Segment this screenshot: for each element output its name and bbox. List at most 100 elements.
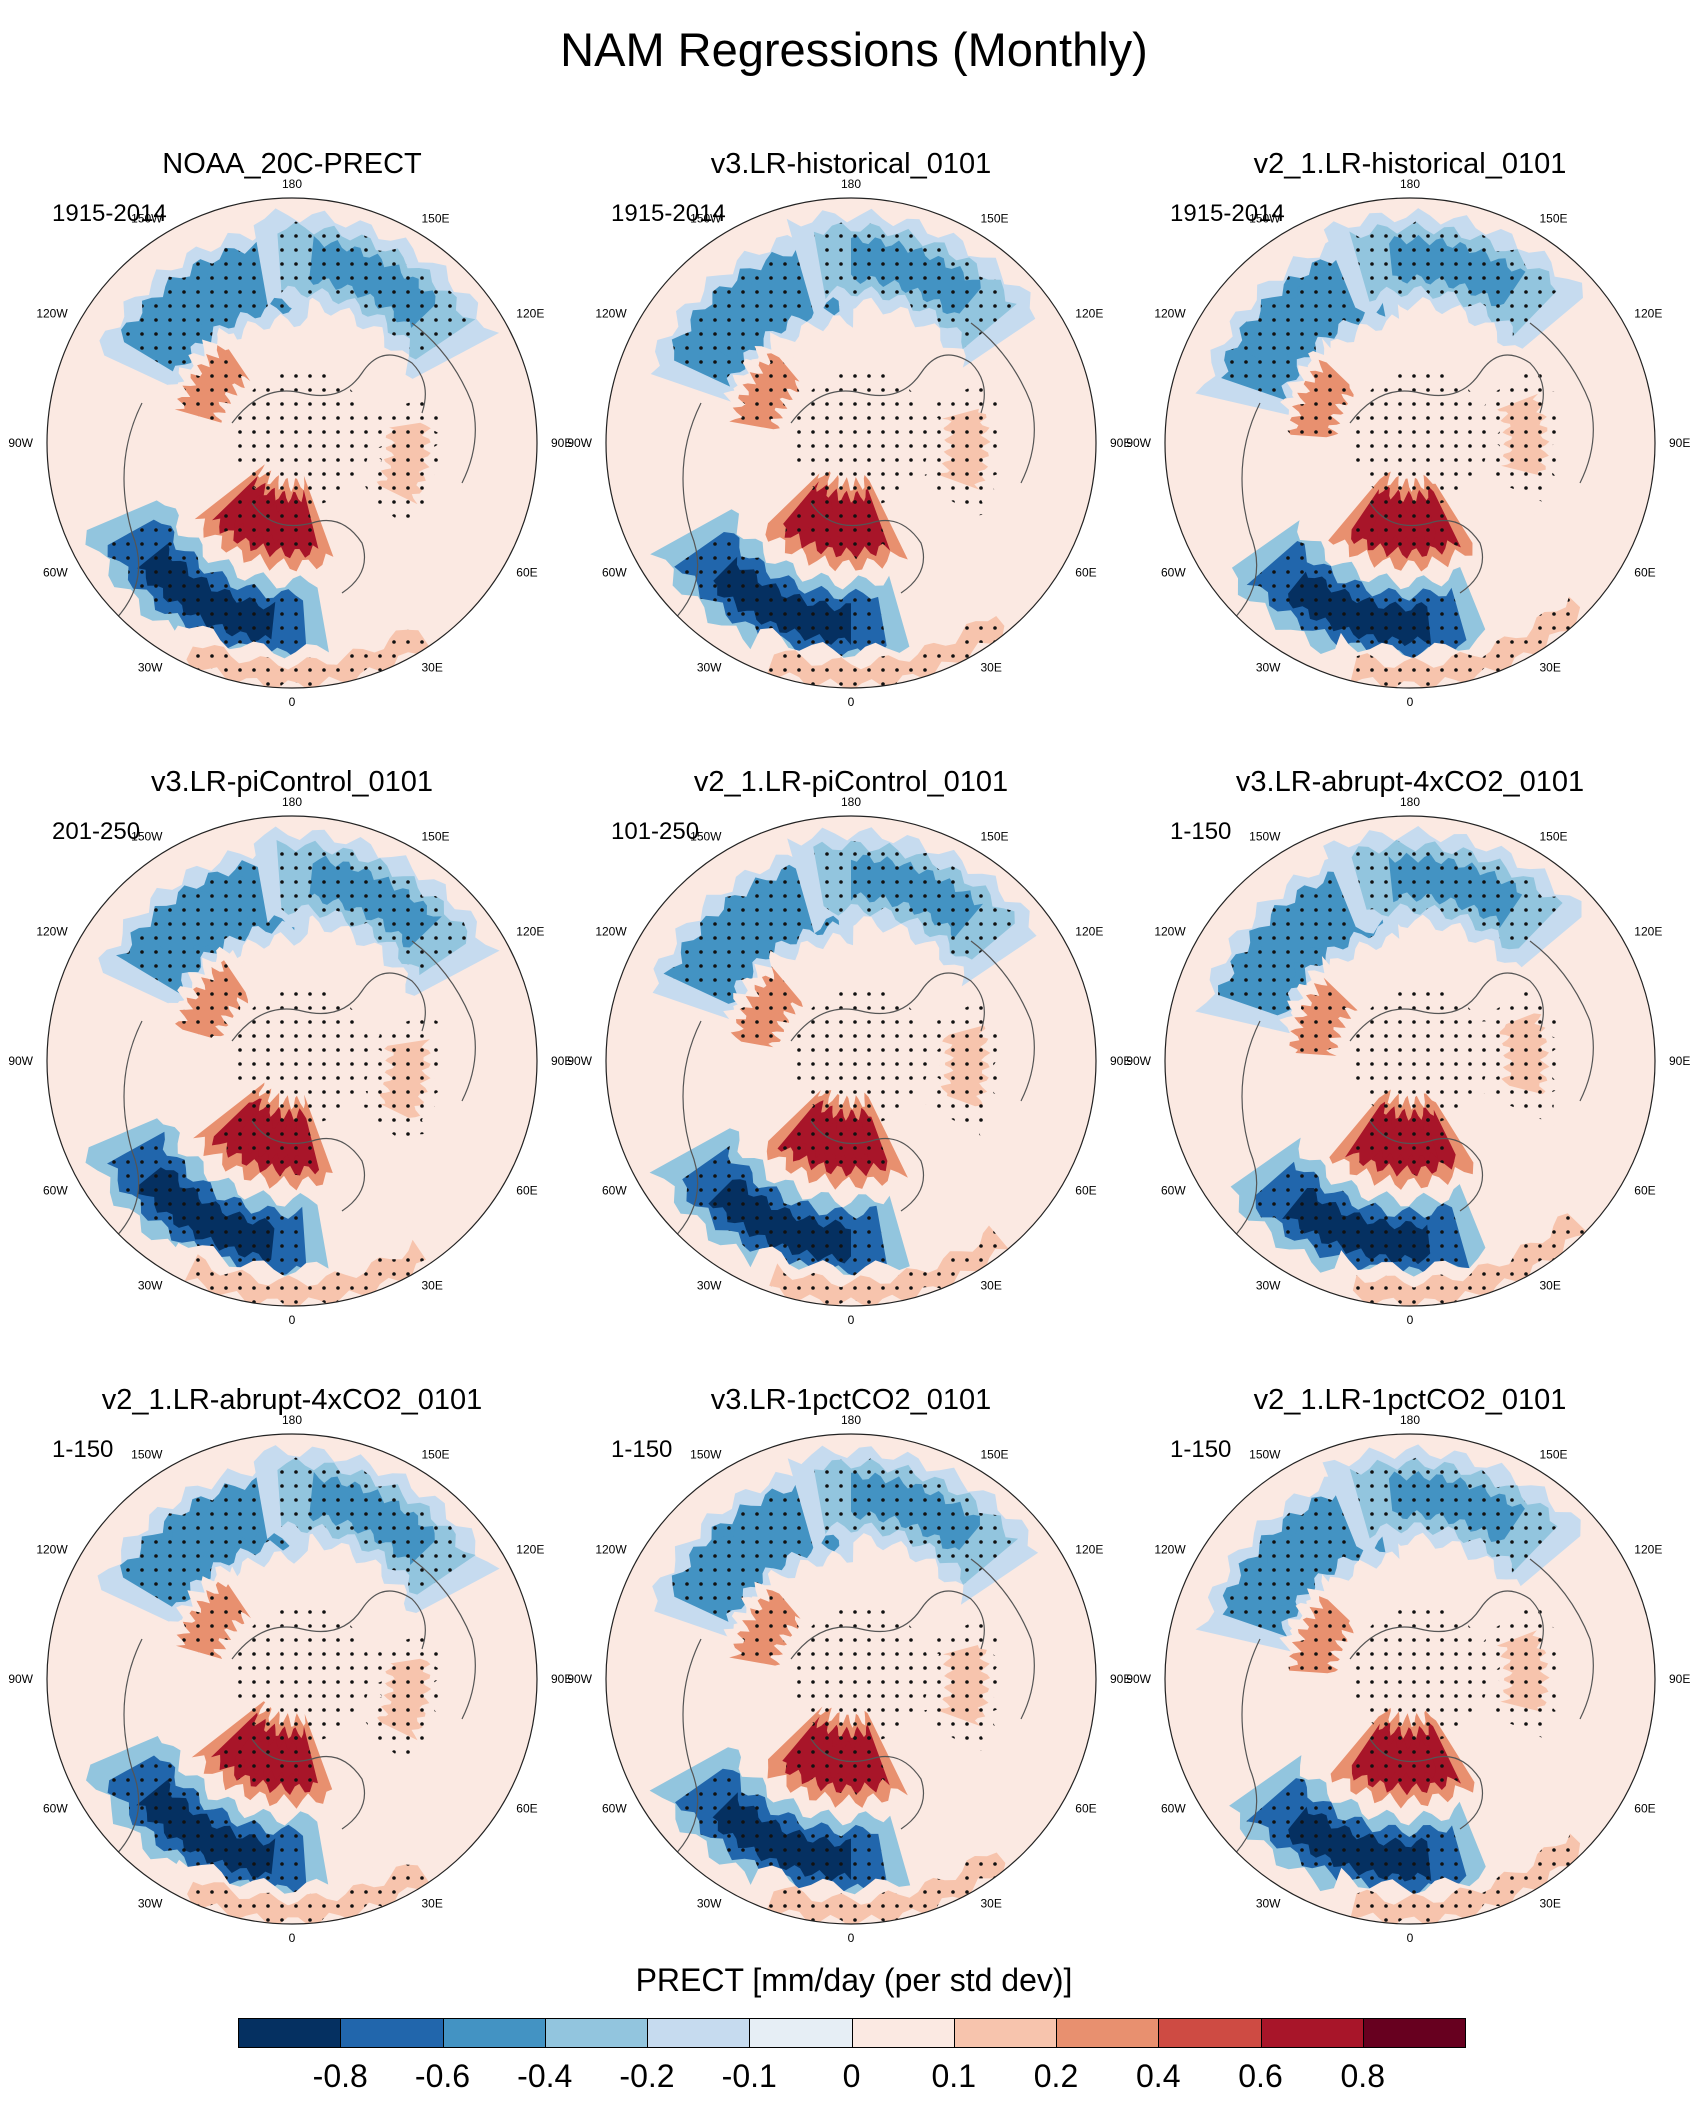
colorbar-swatch bbox=[544, 2018, 648, 2048]
longitude-label: 120E bbox=[1075, 1543, 1103, 1557]
longitude-label: 0 bbox=[289, 695, 296, 709]
longitude-label: 60W bbox=[602, 1802, 627, 1816]
longitude-label: 60W bbox=[43, 1184, 68, 1198]
longitude-label: 120E bbox=[1634, 1543, 1662, 1557]
longitude-label: 120E bbox=[1634, 307, 1662, 321]
map-panel: v3.LR-1pctCO2_0101 180 150E 120E 90E 60E 30E 0… bbox=[567, 1384, 1131, 1945]
map-panel: v3.LR-historical_0101 180 150E 120E 90E 60E 3… bbox=[567, 148, 1131, 709]
longitude-label: 30W bbox=[138, 660, 163, 674]
longitude-label: 120E bbox=[1075, 307, 1103, 321]
longitude-label: 150W bbox=[1249, 830, 1281, 844]
significance-stipple bbox=[1221, 244, 1386, 401]
longitude-label: 180 bbox=[1400, 1413, 1420, 1427]
longitude-label: 60W bbox=[1161, 566, 1186, 580]
longitude-label: 120E bbox=[516, 925, 544, 939]
polar-stereographic-map: 180 150E 120E 90E 60E 30E 0 30W 60W 90W 120W 150W bbox=[567, 1413, 1131, 1945]
significance-stipple bbox=[814, 1458, 1019, 1585]
longitude-label: 150E bbox=[422, 830, 450, 844]
colorbar-tick-label: -0.8 bbox=[312, 2058, 368, 2094]
significance-stipple bbox=[1246, 541, 1467, 660]
colorbar-tick-label: 0.4 bbox=[1136, 2058, 1181, 2094]
longitude-label: 180 bbox=[282, 795, 302, 809]
coastline bbox=[411, 1558, 476, 1720]
significance-stipple bbox=[792, 987, 930, 1125]
longitude-label: 120W bbox=[1154, 1543, 1186, 1557]
colorbar-tick-label: -0.1 bbox=[721, 2058, 777, 2094]
significance-stipple bbox=[682, 1145, 889, 1278]
longitude-label: 0 bbox=[1407, 695, 1414, 709]
significance-stipple bbox=[1351, 839, 1563, 950]
longitude-label: 120W bbox=[1154, 925, 1186, 939]
coastline bbox=[111, 1020, 143, 1242]
significance-stipple bbox=[184, 1239, 427, 1306]
coastline bbox=[1229, 1638, 1261, 1860]
significance-stipple bbox=[1289, 977, 1358, 1056]
longitude-label: 150W bbox=[131, 830, 163, 844]
longitude-label: 150E bbox=[422, 212, 450, 226]
longitude-label: 150E bbox=[981, 212, 1009, 226]
longitude-label: 180 bbox=[1400, 177, 1420, 191]
longitude-label: 30E bbox=[981, 1896, 1002, 1910]
longitude-label: 30E bbox=[981, 1278, 1002, 1292]
panel-title: NOAA_20C-PRECT bbox=[162, 148, 422, 180]
panel-period: 1-150 bbox=[1170, 1436, 1232, 1463]
longitude-label: 120E bbox=[516, 307, 544, 321]
coastline bbox=[1529, 322, 1594, 484]
coastline bbox=[790, 972, 985, 1042]
longitude-label: 90E bbox=[1110, 1672, 1131, 1686]
longitude-label: 30W bbox=[697, 1896, 722, 1910]
longitude-label: 120E bbox=[1075, 925, 1103, 939]
coastline bbox=[810, 1738, 925, 1830]
longitude-label: 0 bbox=[289, 1931, 296, 1945]
longitude-label: 150E bbox=[1540, 212, 1568, 226]
longitude-label: 90W bbox=[567, 436, 592, 450]
coastline bbox=[1349, 972, 1544, 1042]
coastline bbox=[1369, 1120, 1484, 1212]
longitude-label: 150E bbox=[1540, 1448, 1568, 1462]
longitude-label: 60W bbox=[43, 1802, 68, 1816]
polar-stereographic-map: 180 150E 120E 90E 60E 30E 0 30W 60W 90W 120W 150W bbox=[8, 1413, 572, 1945]
significance-stipple bbox=[210, 1712, 318, 1795]
significance-stipple bbox=[1351, 369, 1489, 507]
colorbar bbox=[238, 2018, 1466, 2048]
longitude-label: 60E bbox=[1075, 1802, 1096, 1816]
colorbar-swatch bbox=[238, 2018, 342, 2048]
panel-period: 201-250 bbox=[52, 818, 141, 845]
map-panel: v2_1.LR-piControl_0101 180 150E 120E 90E 60E… bbox=[567, 766, 1131, 1327]
coastline bbox=[970, 940, 1035, 1102]
panel-period: 1915-2014 bbox=[611, 200, 726, 227]
longitude-label: 120W bbox=[1154, 307, 1186, 321]
significance-stipple bbox=[792, 369, 930, 507]
longitude-label: 30W bbox=[138, 1278, 163, 1292]
colorbar-swatch bbox=[340, 2018, 444, 2048]
colorbar-tick-label: -0.4 bbox=[517, 2058, 573, 2094]
panel-period: 1915-2014 bbox=[1170, 200, 1285, 227]
longitude-label: 150E bbox=[1540, 830, 1568, 844]
significance-stipple bbox=[1222, 1479, 1386, 1637]
colorbar-swatch bbox=[953, 2018, 1057, 2048]
coastline bbox=[1369, 1738, 1484, 1830]
coastline bbox=[251, 1738, 366, 1830]
significance-stipple bbox=[792, 1605, 930, 1743]
longitude-label: 180 bbox=[282, 177, 302, 191]
longitude-label: 60E bbox=[1634, 566, 1655, 580]
coastline bbox=[411, 940, 476, 1102]
panel-period: 1915-2014 bbox=[52, 200, 167, 227]
coastline bbox=[1229, 402, 1261, 624]
significance-stipple bbox=[121, 237, 296, 372]
colorbar-tick-label: 0.1 bbox=[931, 2058, 976, 2094]
longitude-label: 0 bbox=[289, 1313, 296, 1327]
polar-stereographic-map: 180 150E 120E 90E 60E 30E 0 30W 60W 90W 120W 150W bbox=[567, 177, 1131, 709]
map-panel: v2_1.LR-1pctCO2_0101 180 150E 120E 90E 60E 30… bbox=[1126, 1384, 1690, 1945]
map-panel: NOAA_20C-PRECT 180 150E 120E 90E 60E 30E 0 30W 6… bbox=[8, 148, 572, 709]
longitude-label: 90W bbox=[1126, 1054, 1151, 1068]
longitude-label: 150W bbox=[1249, 212, 1281, 226]
colorbar-title: PRECT [mm/day (per std dev)] bbox=[635, 1962, 1073, 1998]
longitude-label: 60E bbox=[1075, 566, 1096, 580]
longitude-label: 0 bbox=[848, 1313, 855, 1327]
coastline bbox=[111, 1638, 143, 1860]
longitude-label: 150E bbox=[981, 830, 1009, 844]
longitude-label: 0 bbox=[848, 1931, 855, 1945]
significance-stipple bbox=[813, 222, 1017, 350]
longitude-label: 60W bbox=[602, 566, 627, 580]
